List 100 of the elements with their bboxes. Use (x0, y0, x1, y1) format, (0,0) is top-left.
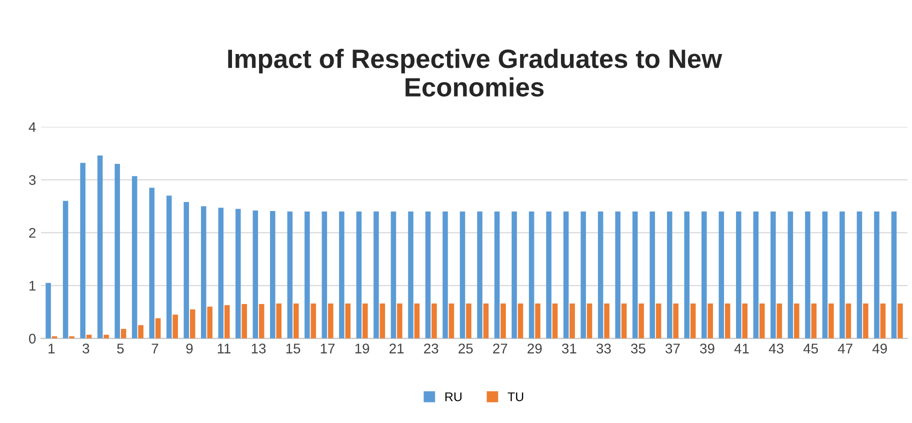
bar (224, 305, 230, 338)
bar (880, 304, 886, 338)
bar (494, 212, 500, 338)
bar (828, 304, 834, 338)
bar (97, 155, 103, 338)
y-tick-label: 2 (29, 228, 36, 238)
bar (200, 206, 206, 338)
bar (563, 212, 569, 338)
x-tick-label: 47 (838, 344, 852, 354)
x-tick-label: 49 (872, 344, 887, 354)
bar (190, 309, 196, 338)
bar (104, 334, 109, 338)
bar (570, 304, 575, 338)
bar (258, 304, 264, 338)
bar (432, 304, 437, 338)
bar (132, 176, 138, 338)
bar (293, 304, 299, 338)
bar (518, 304, 524, 338)
bar (759, 304, 765, 338)
x-tick-label: 37 (666, 344, 680, 354)
bar (615, 212, 620, 338)
bar (235, 208, 241, 338)
x-tick-label: 33 (596, 344, 611, 354)
bar (856, 212, 862, 338)
x-tick-label: 15 (286, 344, 300, 354)
bar (242, 304, 247, 338)
bar (172, 314, 178, 338)
x-tick-label: 5 (117, 344, 124, 354)
bar (483, 304, 489, 338)
bar (345, 304, 351, 338)
bar (310, 304, 316, 338)
bar (252, 210, 258, 338)
bar (535, 304, 540, 338)
bar (408, 212, 414, 338)
bar (414, 304, 420, 338)
bar (339, 212, 344, 338)
bar (846, 304, 852, 338)
bar (477, 212, 482, 338)
bar (874, 212, 880, 338)
x-tick-label: 19 (355, 344, 370, 354)
legend-label: TU (508, 392, 524, 402)
bar (621, 304, 627, 338)
bar (718, 212, 724, 338)
bar (362, 304, 368, 338)
y-tick-label: 3 (28, 175, 36, 185)
bar (863, 304, 868, 338)
bar (673, 304, 678, 338)
x-tick-label: 17 (320, 344, 335, 354)
x-tick-label: 23 (424, 344, 438, 354)
bar (397, 304, 402, 338)
x-tick-label: 39 (700, 344, 714, 354)
bar (425, 212, 431, 338)
bar (380, 304, 386, 338)
bar (270, 210, 276, 338)
bar (287, 212, 293, 338)
bar (328, 304, 334, 338)
bar (822, 212, 828, 338)
bar (650, 212, 655, 338)
bar (120, 328, 126, 338)
x-tick-label: 29 (528, 344, 542, 354)
bar (776, 304, 782, 338)
bar (356, 212, 362, 338)
bar (218, 208, 224, 338)
bar (788, 212, 794, 338)
x-tick-label: 11 (218, 344, 231, 354)
bar (155, 318, 161, 338)
bar (811, 304, 817, 338)
bar (448, 304, 454, 338)
x-tick-label: 27 (493, 344, 508, 354)
bar (460, 212, 466, 338)
bar (322, 212, 328, 338)
bar (374, 212, 379, 338)
x-tick-label: 21 (390, 344, 404, 354)
bar (656, 304, 662, 338)
legend-label: RU (445, 392, 462, 402)
x-tick-label: 35 (631, 344, 646, 354)
bar (638, 304, 644, 338)
y-tick-label: 1 (30, 281, 36, 291)
bar (684, 212, 690, 338)
bar (304, 212, 310, 338)
bar (442, 212, 448, 338)
bar (632, 212, 638, 338)
bar (701, 212, 707, 338)
x-tick-label: 41 (734, 344, 749, 354)
bar (805, 212, 810, 338)
bar (500, 304, 506, 338)
chart-title: Impact of Respective Graduates to New Economies (228, 48, 722, 97)
bar (546, 212, 552, 338)
x-tick-label: 31 (562, 344, 576, 354)
bar (184, 202, 189, 338)
bar (891, 212, 897, 338)
bar (598, 212, 604, 338)
bar (794, 304, 800, 338)
x-tick-label: 13 (252, 344, 266, 354)
bar (708, 304, 713, 338)
x-tick-label: 7 (152, 344, 158, 354)
bar (552, 304, 558, 338)
bar (276, 304, 282, 338)
y-tick-label: 4 (28, 122, 36, 132)
bar (736, 212, 742, 338)
